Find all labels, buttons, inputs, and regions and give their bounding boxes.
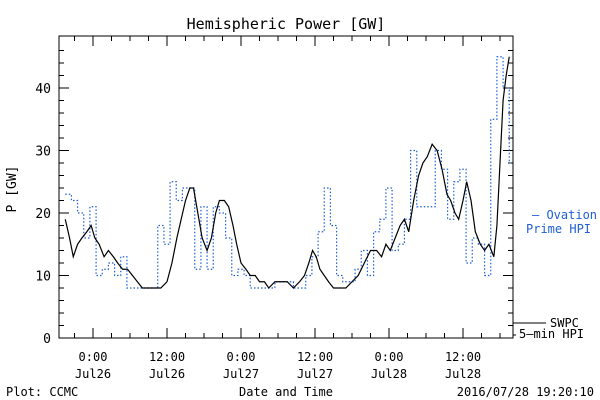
x-tick-time-label: 12:00 xyxy=(445,350,481,364)
series-ovation-prime-line xyxy=(65,56,513,289)
y-axis-label: P [GW] xyxy=(5,166,20,213)
series-layer xyxy=(64,56,513,289)
x-tick-time-label: 0:00 xyxy=(79,350,108,364)
legend-ovation-line2: Prime HPI xyxy=(526,222,591,236)
x-tick-date-label: Jul28 xyxy=(371,367,407,381)
x-tick-date-label: Jul27 xyxy=(223,367,259,381)
x-tick-time-label: 0:00 xyxy=(375,350,404,364)
x-tick-date-label: Jul26 xyxy=(149,367,185,381)
x-axis-label: Date and Time xyxy=(239,385,333,399)
footer-timestamp: 2016/07/28 19:20:10 xyxy=(457,385,594,399)
footer-left: Plot: CCMC xyxy=(6,385,78,399)
legend-ovation-line1: – Ovation xyxy=(532,208,597,222)
x-tick-time-label: 12:00 xyxy=(149,350,185,364)
y-axis-ticks: 0 10 20 30 40 xyxy=(35,50,513,347)
x-tick-time-label: 12:00 xyxy=(297,350,333,364)
x-tick-time-label: 0:00 xyxy=(227,350,256,364)
x-axis-ticks: 0:00 Jul26 12:00 Jul26 0:00 Jul27 12:00 Jul27 0:… xyxy=(74,36,501,381)
y-tick-label: 30 xyxy=(35,145,51,160)
legend-swpc-line1: SWPC xyxy=(550,316,579,330)
series-swpc-line xyxy=(64,56,510,289)
legend-swpc-line2: 5–min HPI xyxy=(519,327,584,341)
chart-title: Hemispheric Power [GW] xyxy=(187,15,386,33)
y-tick-label: 10 xyxy=(35,270,51,285)
y-tick-label: 20 xyxy=(35,207,51,222)
x-tick-date-label: Jul27 xyxy=(297,367,333,381)
x-tick-date-label: Jul26 xyxy=(75,367,111,381)
x-tick-date-label: Jul28 xyxy=(445,367,481,381)
y-tick-label: 0 xyxy=(43,332,51,347)
plot-frame xyxy=(58,35,514,339)
y-tick-label: 40 xyxy=(35,82,51,97)
